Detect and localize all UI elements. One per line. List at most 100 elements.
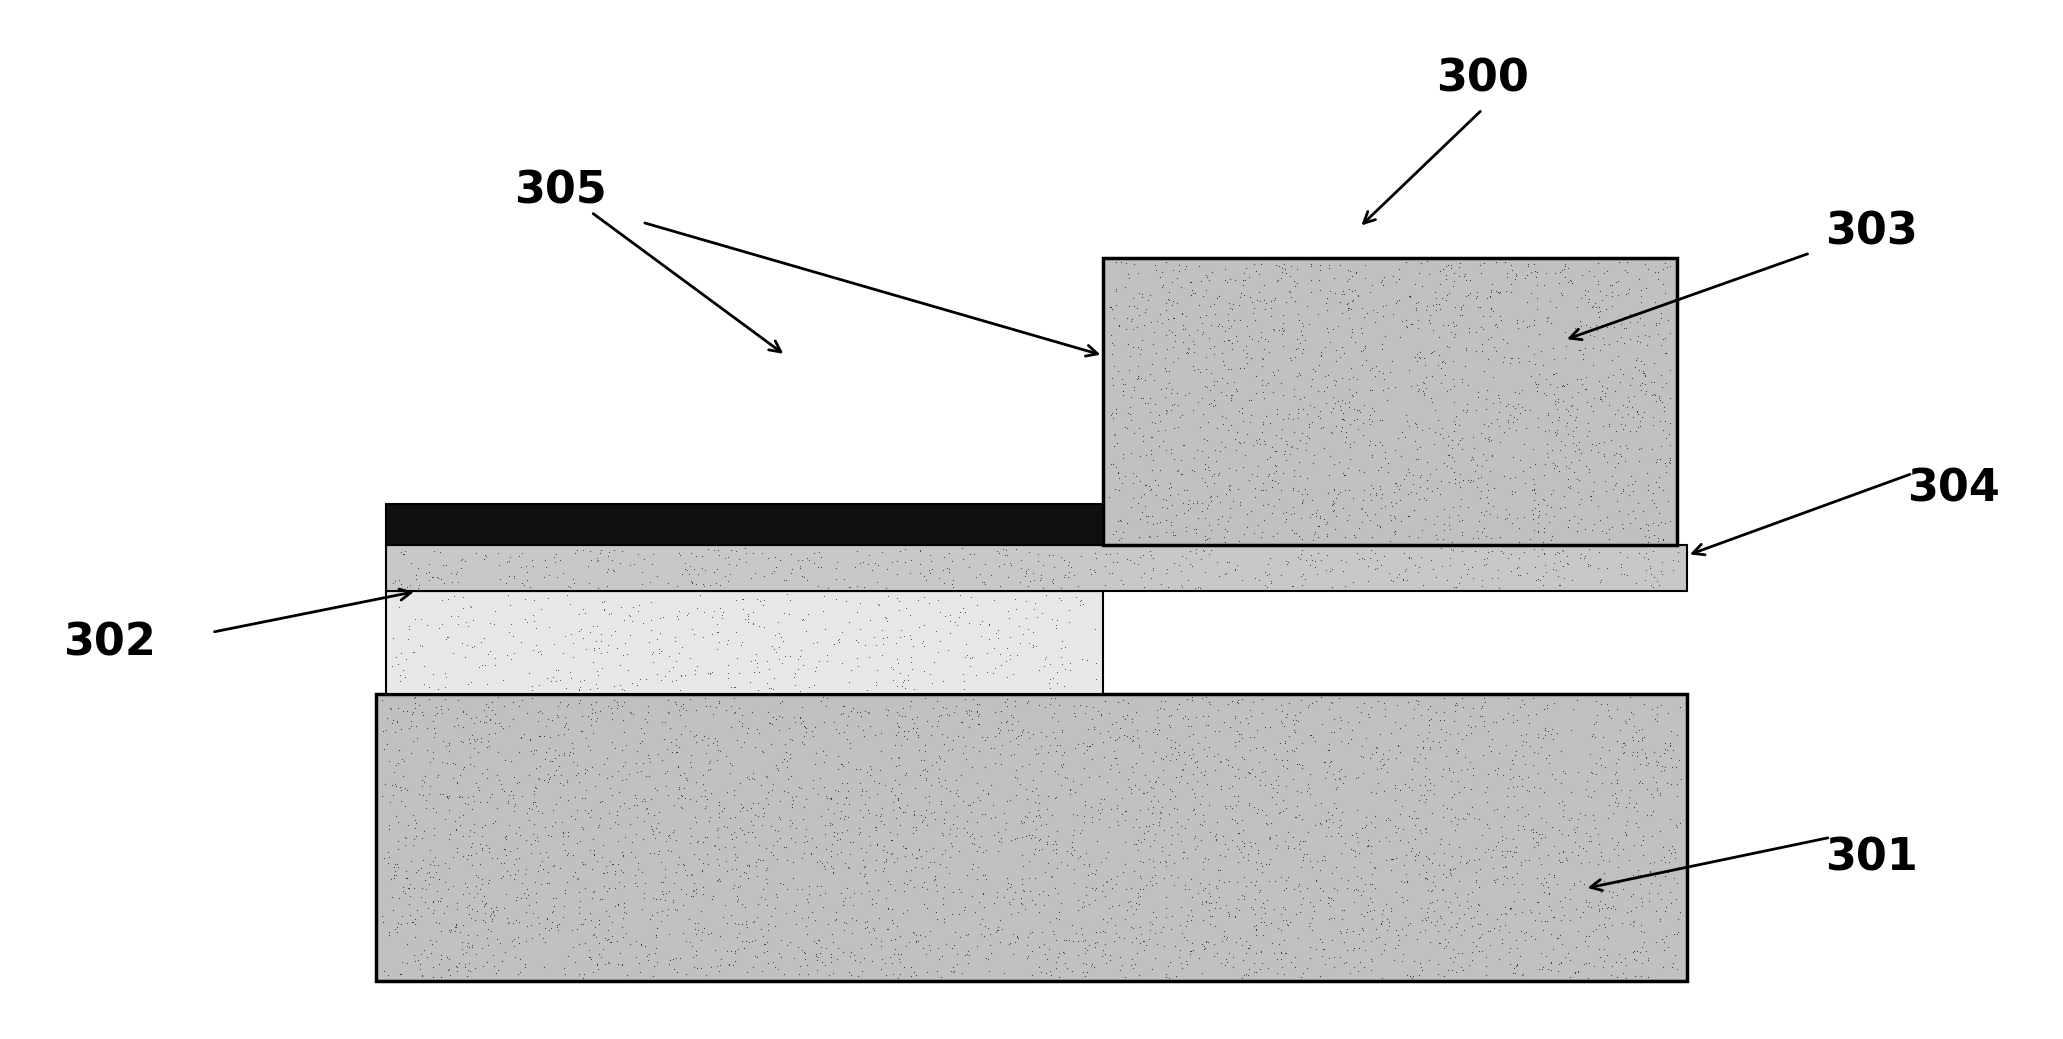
Point bbox=[1331, 272, 1364, 289]
Point bbox=[1329, 834, 1362, 851]
Point bbox=[1083, 725, 1116, 742]
Point bbox=[741, 659, 774, 675]
Point bbox=[1613, 711, 1646, 727]
Point bbox=[1518, 355, 1551, 372]
Point bbox=[1011, 578, 1044, 594]
Point bbox=[897, 638, 930, 655]
Point bbox=[889, 937, 922, 954]
Point bbox=[1244, 328, 1277, 345]
Point bbox=[1019, 821, 1052, 837]
Point bbox=[1116, 920, 1149, 936]
Point bbox=[994, 905, 1027, 922]
Point bbox=[1089, 947, 1122, 963]
Point bbox=[679, 662, 712, 678]
Point bbox=[1048, 955, 1081, 971]
Point bbox=[1155, 921, 1188, 937]
Point bbox=[1572, 788, 1605, 804]
Point bbox=[1112, 771, 1145, 788]
Point bbox=[1628, 831, 1661, 848]
Point bbox=[1149, 254, 1182, 270]
Point bbox=[949, 947, 982, 963]
Point bbox=[1360, 819, 1393, 835]
Point bbox=[1605, 328, 1638, 345]
Point bbox=[1421, 356, 1454, 373]
Point bbox=[483, 715, 516, 731]
Point bbox=[1166, 960, 1199, 977]
Point bbox=[1314, 694, 1347, 711]
Point bbox=[1007, 722, 1040, 739]
Point bbox=[1560, 419, 1593, 435]
Point bbox=[893, 967, 926, 984]
Point bbox=[1533, 898, 1566, 914]
Point bbox=[1137, 323, 1170, 340]
Point bbox=[1172, 344, 1205, 361]
Point bbox=[460, 730, 493, 747]
Point bbox=[916, 699, 949, 716]
Point bbox=[1120, 371, 1153, 388]
Point bbox=[1256, 505, 1289, 522]
Point bbox=[1240, 873, 1273, 889]
Point bbox=[755, 716, 788, 732]
Point bbox=[1644, 513, 1677, 530]
Point bbox=[668, 861, 701, 878]
Point bbox=[518, 779, 551, 796]
Point bbox=[1116, 818, 1149, 834]
Point bbox=[1584, 574, 1617, 590]
Point bbox=[1116, 760, 1149, 776]
Point bbox=[844, 840, 877, 856]
Point bbox=[1122, 889, 1155, 906]
Point bbox=[1374, 571, 1407, 588]
Point bbox=[1525, 572, 1558, 589]
Point bbox=[1062, 902, 1095, 918]
Point bbox=[466, 939, 499, 956]
Point bbox=[1382, 737, 1415, 753]
Point bbox=[431, 629, 464, 645]
Point bbox=[574, 542, 607, 559]
Point bbox=[1494, 562, 1527, 579]
Point bbox=[567, 965, 600, 982]
Point bbox=[1477, 480, 1510, 497]
Point bbox=[961, 840, 994, 856]
Point bbox=[485, 780, 518, 797]
Point bbox=[1065, 848, 1098, 864]
Point bbox=[1549, 888, 1582, 905]
Point bbox=[547, 959, 580, 976]
Point bbox=[796, 677, 829, 694]
Point bbox=[582, 710, 615, 726]
Point bbox=[1283, 312, 1316, 328]
Point bbox=[417, 750, 450, 767]
Point bbox=[1075, 566, 1108, 583]
Point bbox=[1624, 722, 1657, 739]
Point bbox=[1535, 315, 1568, 331]
Point bbox=[821, 846, 854, 862]
Point bbox=[994, 557, 1027, 574]
Point bbox=[503, 548, 536, 564]
Point bbox=[1322, 485, 1355, 502]
Point bbox=[1017, 564, 1050, 581]
Point bbox=[574, 552, 607, 568]
Point bbox=[1019, 870, 1052, 886]
Point bbox=[825, 655, 858, 671]
Point bbox=[1485, 906, 1518, 923]
Point bbox=[1444, 307, 1477, 323]
Point bbox=[1529, 564, 1562, 581]
Point bbox=[1023, 807, 1056, 824]
Point bbox=[1646, 934, 1679, 951]
Point bbox=[1471, 418, 1504, 434]
Point bbox=[848, 950, 881, 966]
Point bbox=[1349, 876, 1382, 893]
Point bbox=[563, 966, 596, 983]
Point bbox=[875, 749, 908, 766]
Point bbox=[1219, 934, 1252, 951]
Point bbox=[1465, 827, 1498, 844]
Point bbox=[1201, 373, 1234, 390]
Point bbox=[1364, 914, 1397, 931]
Point bbox=[441, 717, 474, 734]
Point bbox=[1564, 550, 1597, 566]
Point bbox=[1382, 927, 1415, 943]
Point bbox=[701, 797, 734, 814]
Point bbox=[957, 836, 990, 853]
Point bbox=[922, 592, 955, 609]
Point bbox=[1155, 273, 1188, 290]
Point bbox=[1498, 960, 1531, 977]
